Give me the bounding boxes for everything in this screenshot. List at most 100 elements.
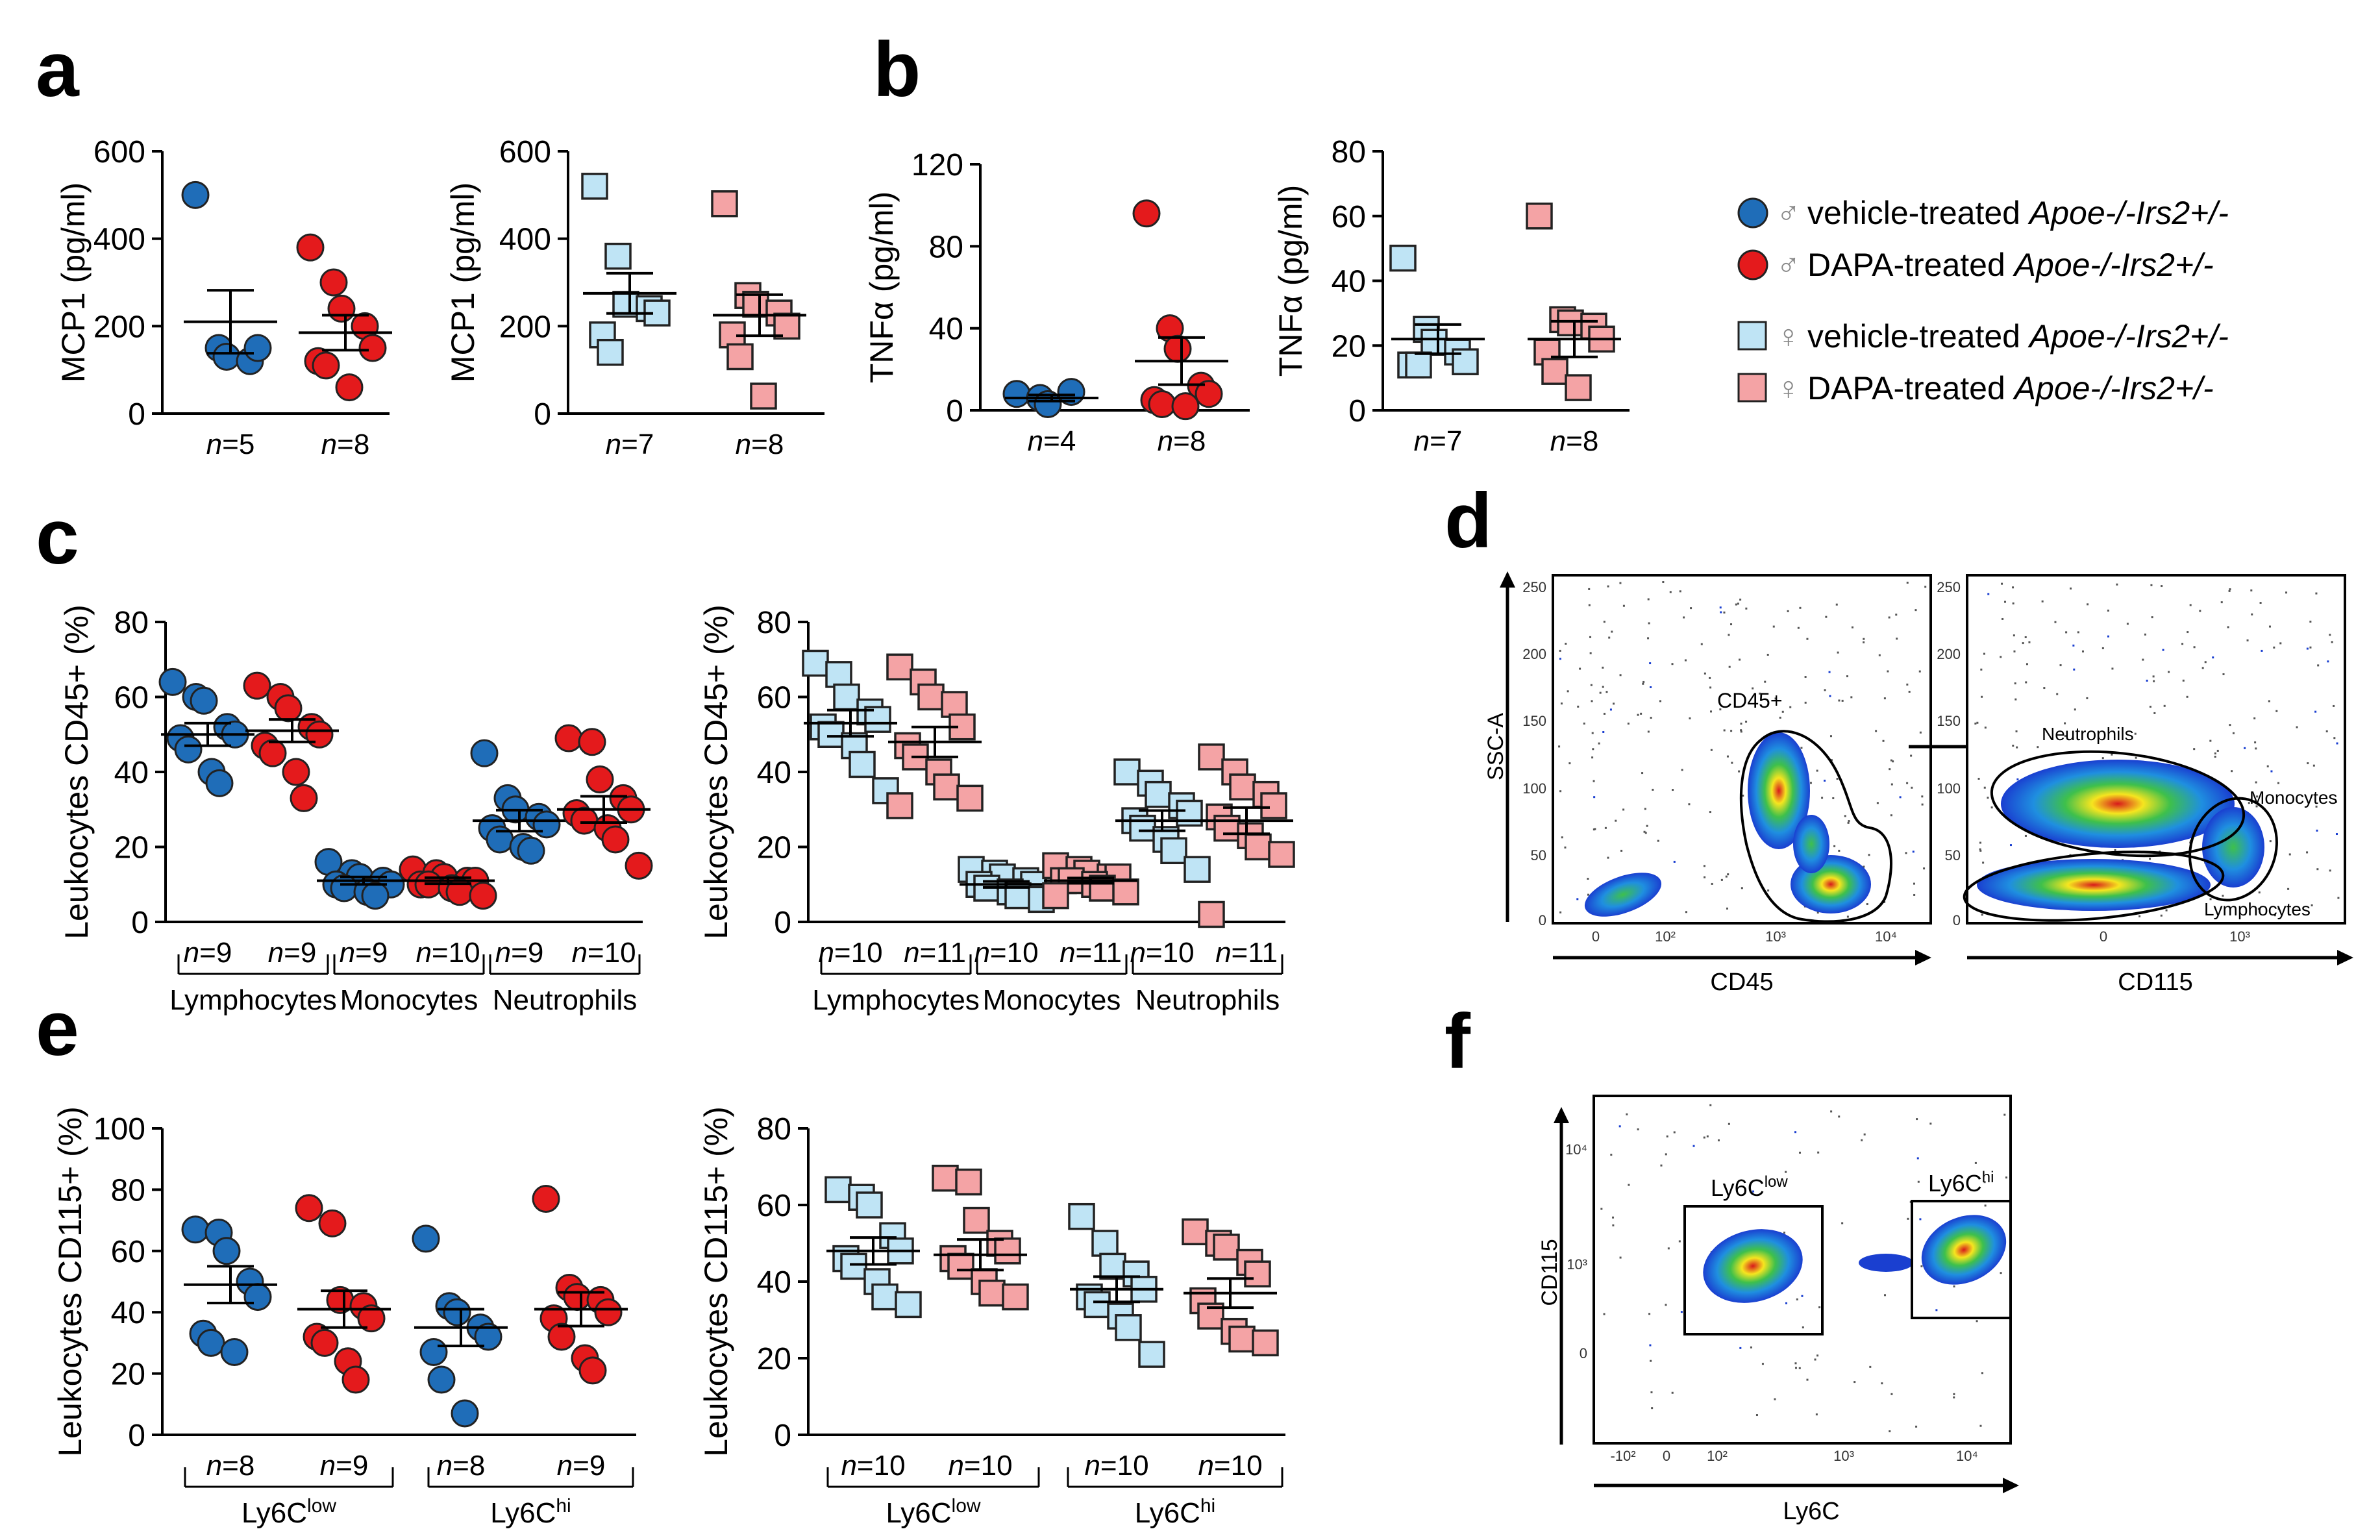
flow-event-dot: [2024, 636, 2027, 638]
data-point: [886, 653, 913, 681]
group-n-label: n=9: [184, 937, 232, 969]
flow-event-dot: [1923, 867, 1926, 870]
flow-y-tick-label: 0: [1580, 1345, 1587, 1361]
flow-event-dot: [2111, 667, 2114, 670]
data-point: [341, 1365, 370, 1394]
data-point: [427, 1365, 456, 1394]
data-point: [305, 720, 334, 749]
flow-event-dot: [2315, 805, 2318, 808]
flow-event-dot: [1889, 1430, 1891, 1433]
flow-event-dot: [1844, 815, 1846, 817]
n-value: =8: [452, 1450, 485, 1482]
flow-event-dot: [1737, 602, 1739, 605]
flow-event-dot: [1739, 599, 1742, 601]
y-tick-label: 20: [1332, 329, 1366, 364]
n-italic: n: [321, 428, 337, 460]
y-tick-label: 60: [114, 681, 149, 715]
flow-event-dot: [1723, 729, 1726, 732]
category-sup: low: [952, 1495, 981, 1517]
flow-event-dot: [1883, 697, 1886, 700]
flow-event-dot: [2244, 747, 2246, 749]
flow-event-dot: [1591, 756, 1594, 759]
flow-event-dot: [1783, 1232, 1785, 1234]
flow-event-dot: [1851, 626, 1853, 628]
flow-event-dot: [1779, 716, 1781, 719]
data-point: [1526, 203, 1553, 230]
n-value: =7: [1430, 425, 1462, 457]
flow-event-dot: [1612, 1216, 1615, 1219]
flow-event-dot: [1590, 684, 1593, 686]
flow-event-dot: [1662, 581, 1665, 584]
n-value: =11: [1076, 937, 1122, 969]
flow-event-dot: [2081, 650, 2084, 652]
flow-event-dot: [1659, 700, 1662, 702]
flow-event-dot: [1974, 1161, 1977, 1164]
flow-event-dot: [1728, 665, 1731, 668]
n-italic: n: [1198, 1450, 1213, 1482]
data-point: [1138, 1341, 1165, 1368]
flow-x-tick-label: 10²: [1655, 928, 1676, 945]
flow-event-dot: [1704, 672, 1706, 675]
group-n-label: n=7: [606, 428, 654, 460]
flow-event-dot: [1828, 671, 1831, 673]
flow-gate-label-monocytes: Monocytes: [2250, 788, 2337, 808]
flow-event-dot: [2333, 704, 2335, 707]
n-italic: n: [948, 1450, 963, 1482]
flow-event-dot: [2329, 634, 2331, 636]
flow-event-dot: [1731, 762, 1733, 764]
flow-event-dot: [1755, 1414, 1758, 1417]
flow-event-dot: [1977, 777, 1980, 780]
flow-event-dot: [2002, 617, 2004, 620]
n-value: =10: [1214, 1450, 1263, 1482]
legend-marker-square-lightblue: [1737, 321, 1767, 351]
flow-event-dot: [1846, 915, 1849, 918]
group-n-label: n=10: [415, 937, 480, 969]
flow-event-dot: [1794, 1362, 1797, 1365]
group-n-label: n=5: [206, 428, 255, 460]
data-point: [469, 882, 497, 910]
flow-event-dot: [1795, 1367, 1798, 1369]
flow-event-dot: [2163, 704, 2166, 707]
flow-event-dot: [1608, 636, 1611, 639]
flow-event-dot: [1774, 697, 1777, 700]
flow-scatter-dots: [1974, 582, 2340, 917]
flow-event-dot: [1913, 882, 1915, 885]
flow-event-dot: [2232, 732, 2235, 734]
n-value: =10: [432, 937, 480, 969]
flow-event-dot: [1979, 849, 1982, 852]
flow-event-dot: [1816, 1354, 1819, 1357]
flow-event-dot: [2148, 858, 2151, 860]
data-point: [1405, 351, 1432, 379]
flow-event-dot: [1558, 745, 1561, 748]
flow-event-dot: [1987, 593, 1990, 595]
n-value: =8: [1173, 425, 1206, 457]
flow-event-dot: [2025, 681, 2027, 684]
data-point: [932, 1164, 959, 1192]
flow-x-tick-label: 0: [2100, 928, 2107, 945]
flow-event-dot: [2333, 737, 2336, 739]
flow-event-dot: [1620, 849, 1623, 852]
data-point: [532, 1185, 560, 1213]
data-point: [1213, 1234, 1240, 1261]
flow-ylabel: SSC-A: [1483, 713, 1508, 780]
n-italic: n: [1060, 937, 1075, 969]
data-point: [1115, 1314, 1142, 1341]
flow-event-dot: [1648, 622, 1650, 625]
flow-x-tick-label: 10⁴: [1956, 1448, 1978, 1464]
data-point: [1132, 199, 1161, 228]
data-point: [955, 1168, 982, 1196]
data-point: [1068, 1202, 1095, 1230]
n-value: =9: [199, 937, 232, 969]
data-point: [174, 735, 203, 764]
flow-event-dot: [1853, 1381, 1856, 1384]
data-point: [917, 683, 945, 711]
flow-event-dot: [2335, 833, 2338, 836]
flow-event-dot: [1688, 803, 1691, 806]
flow-event-dot: [1841, 1222, 1844, 1224]
flow-event-dot: [1838, 699, 1841, 702]
flow-event-dot: [1600, 1208, 1603, 1210]
flow-event-dot: [2251, 613, 2253, 615]
y-axis-label: MCP1 (pg/ml): [55, 182, 92, 382]
flow-event-dot: [1602, 666, 1604, 669]
n-value: =10: [1100, 1450, 1149, 1482]
